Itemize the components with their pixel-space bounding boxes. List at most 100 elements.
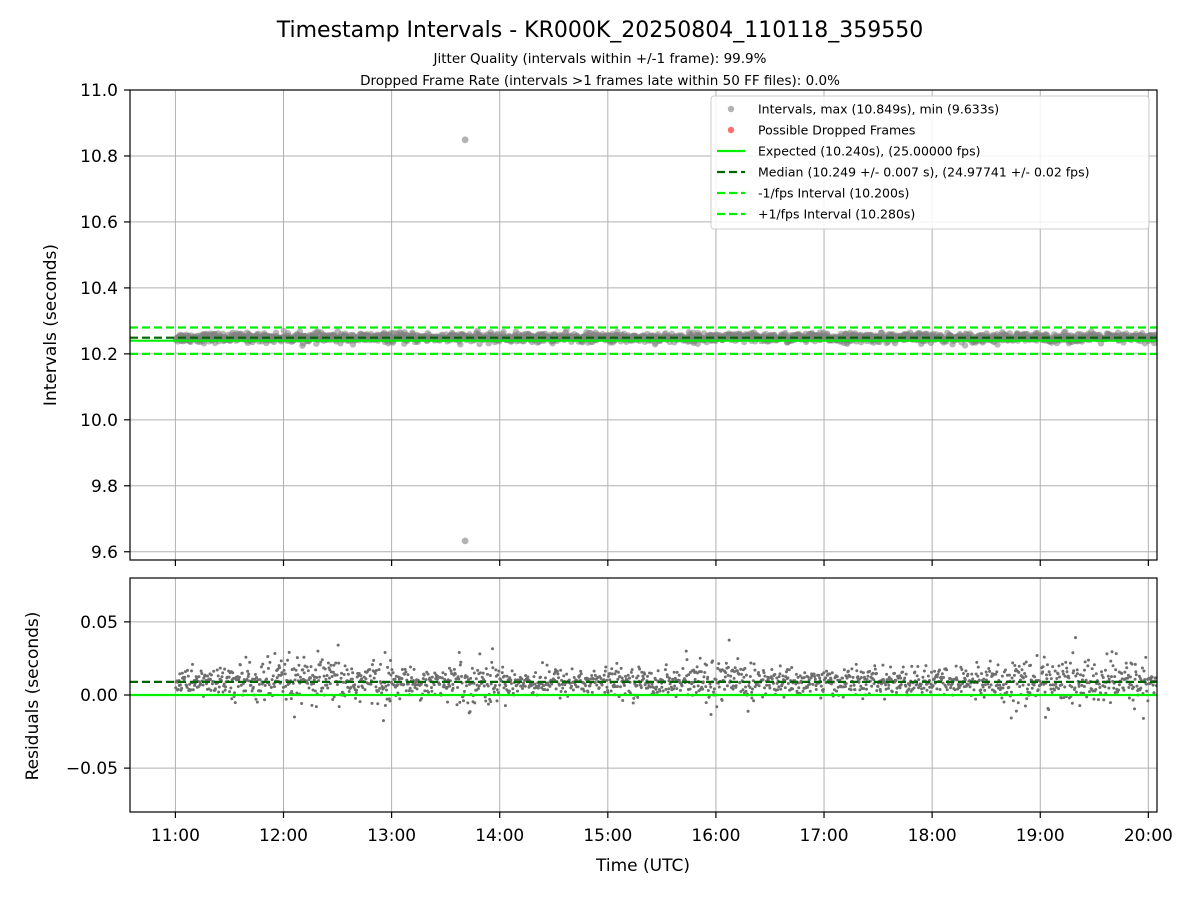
residual-point (359, 674, 363, 678)
residual-point (1001, 683, 1005, 687)
residual-point (232, 691, 236, 695)
residual-point (189, 688, 193, 692)
residual-point (561, 686, 565, 690)
residual-point (425, 684, 429, 688)
residual-point (653, 678, 657, 682)
residual-point (217, 685, 221, 689)
legend-entry: Median (10.249 +/- 0.007 s), (24.97741 +… (717, 165, 1089, 180)
residual-point (545, 663, 549, 667)
residual-point (400, 667, 404, 671)
residual-point (257, 682, 261, 686)
residual-point (723, 675, 727, 679)
residual-point (985, 673, 989, 677)
residual-point (374, 685, 378, 689)
residual-point (590, 690, 594, 694)
residual-point (668, 676, 672, 680)
residual-point (624, 674, 628, 678)
residual-point (938, 668, 942, 672)
residual-point (672, 670, 676, 674)
residual-point (388, 699, 392, 703)
residual-point (1150, 675, 1154, 679)
residual-point (1035, 654, 1039, 658)
residual-point (378, 687, 382, 691)
chart-subtitle-jitter: Jitter Quality (intervals within +/-1 fr… (433, 51, 767, 67)
residual-point (289, 697, 293, 701)
residual-point (584, 684, 588, 688)
residual-point (972, 688, 976, 692)
residual-point (786, 682, 790, 686)
residual-point (498, 683, 502, 687)
residual-point (314, 705, 318, 709)
residual-point (1010, 676, 1014, 680)
residual-point (595, 683, 599, 687)
residual-point (456, 685, 460, 689)
residual-point (265, 677, 269, 681)
residual-point (1068, 661, 1072, 665)
residual-point (452, 667, 456, 671)
residual-point (859, 684, 863, 688)
residual-point (1047, 708, 1051, 712)
residual-point (790, 665, 794, 669)
residuals-y-axis-label: Residuals (seconds) (23, 612, 43, 781)
residual-point (830, 671, 834, 675)
residual-point (715, 705, 719, 709)
residual-point (843, 684, 847, 688)
residual-point (897, 674, 901, 678)
residual-point (970, 672, 974, 676)
intervals-y-tick-label: 10.6 (80, 213, 118, 233)
residual-point (1017, 664, 1021, 668)
residual-point (709, 713, 713, 717)
residual-point (693, 677, 697, 681)
residual-point (203, 674, 207, 678)
residual-point (1094, 672, 1098, 676)
residual-point (410, 676, 414, 680)
x-tick-label: 16:00 (691, 826, 740, 846)
legend: Intervals, max (10.849s), min (9.633s) Po… (710, 95, 1150, 230)
residual-point (230, 697, 234, 701)
residual-point (938, 688, 942, 692)
residual-point (915, 674, 919, 678)
residual-point (521, 686, 525, 690)
residual-point (496, 673, 500, 677)
residual-point (293, 678, 297, 682)
residual-point (250, 689, 254, 693)
residual-point (876, 685, 880, 689)
residual-point (353, 683, 357, 687)
residual-point (614, 669, 618, 673)
residual-point (814, 688, 818, 692)
residual-point (740, 672, 744, 676)
residual-point (907, 687, 911, 691)
residual-point (913, 670, 917, 674)
residual-point (386, 665, 390, 669)
residual-point (1028, 691, 1032, 695)
residual-point (284, 697, 288, 701)
residual-point (449, 669, 453, 673)
residual-point (731, 687, 735, 691)
residual-point (261, 662, 265, 666)
residual-point (903, 676, 907, 680)
residual-point (1045, 663, 1049, 667)
residual-point (1000, 674, 1004, 678)
residual-point (386, 683, 390, 687)
residual-point (1020, 668, 1024, 672)
residual-point (356, 685, 360, 689)
residual-point (1030, 686, 1034, 690)
residual-point (858, 688, 862, 692)
residual-point (178, 683, 182, 687)
residual-point (945, 688, 949, 692)
residual-point (350, 677, 354, 681)
residual-point (447, 666, 451, 670)
intervals-y-tick-label: 9.6 (91, 543, 118, 563)
residual-point (739, 689, 743, 693)
residual-point (1003, 668, 1007, 672)
residual-point (486, 684, 490, 688)
residual-point (1056, 672, 1060, 676)
residual-point (255, 700, 259, 704)
residual-point (752, 699, 756, 703)
residual-point (885, 678, 889, 682)
residual-point (186, 674, 190, 678)
residual-point (459, 660, 463, 664)
chart-subtitle-dropped: Dropped Frame Rate (intervals >1 frames … (360, 73, 840, 89)
residual-point (558, 696, 562, 700)
residual-point (695, 665, 699, 669)
